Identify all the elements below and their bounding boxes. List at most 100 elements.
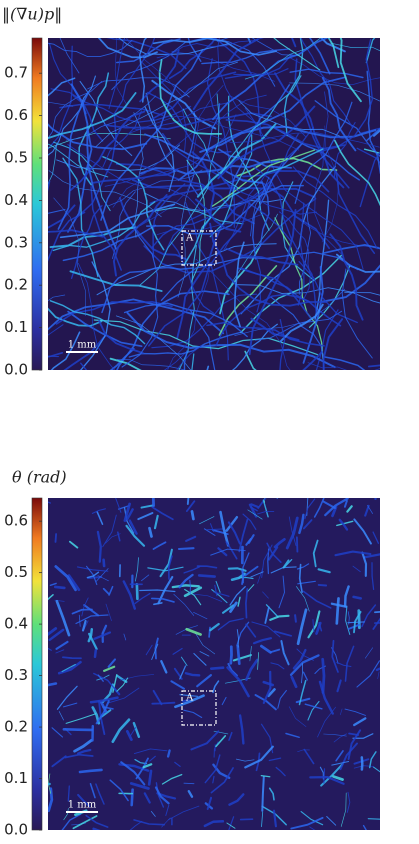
texture-stroke <box>210 767 234 794</box>
texture-stroke <box>70 83 117 250</box>
texture-stroke <box>62 702 78 708</box>
texture-stroke <box>216 38 300 57</box>
texture-stroke <box>288 516 297 547</box>
texture-stroke <box>102 558 106 568</box>
texture-stroke <box>321 657 326 694</box>
texture-stroke <box>155 782 165 808</box>
texture-stroke <box>122 580 137 610</box>
texture-stroke <box>367 504 373 514</box>
texture-stroke <box>353 518 372 545</box>
texture-stroke <box>153 602 163 606</box>
texture-stroke <box>126 38 183 97</box>
texture-stroke <box>63 808 69 821</box>
texture-stroke <box>206 796 213 810</box>
texture-stroke <box>117 531 121 542</box>
texture-stroke <box>314 91 342 255</box>
texture-stroke <box>120 674 155 681</box>
y-tick-label: 0.7 <box>4 64 28 82</box>
texture-stroke <box>77 793 91 807</box>
texture-stroke <box>48 594 54 601</box>
texture-stroke <box>221 696 227 706</box>
texture-stroke <box>336 661 352 668</box>
texture-stroke <box>252 142 303 260</box>
texture-stroke <box>179 665 187 680</box>
texture-stroke <box>233 241 245 328</box>
texture-stroke <box>50 88 192 123</box>
texture-stroke <box>114 38 127 104</box>
texture-stroke <box>251 621 281 638</box>
texture-stroke <box>250 571 264 578</box>
texture-stroke <box>227 213 278 294</box>
texture-stroke <box>151 79 217 130</box>
texture-stroke <box>330 42 380 52</box>
texture-stroke <box>185 201 229 361</box>
texture-stroke <box>48 682 58 687</box>
y-tick-label: 0.1 <box>4 318 28 336</box>
texture-stroke <box>228 793 245 806</box>
texture-stroke <box>203 820 225 828</box>
texture-stroke <box>151 506 174 521</box>
texture-stroke <box>125 524 146 547</box>
texture-stroke <box>108 169 203 207</box>
texture-stroke <box>274 217 324 360</box>
texture-stroke <box>120 761 146 786</box>
texture-stroke <box>49 582 57 587</box>
texture-stroke <box>282 559 290 569</box>
texture-stroke <box>102 514 117 548</box>
texture-stroke <box>190 730 220 751</box>
texture-stroke <box>115 315 192 370</box>
texture-stroke <box>276 498 279 499</box>
texture-stroke <box>85 565 98 586</box>
texture-stroke <box>332 775 344 781</box>
texture-stroke <box>93 631 112 640</box>
texture-stroke <box>199 516 215 525</box>
texture-stroke <box>57 91 90 230</box>
texture-stroke <box>95 700 110 725</box>
texture-stroke <box>298 563 303 594</box>
texture-stroke <box>333 733 347 743</box>
texture-stroke <box>89 783 96 799</box>
colorbar-title: ‖(∇u)p‖ <box>2 5 62 24</box>
colorbar <box>31 497 43 831</box>
texture-stroke <box>116 677 129 692</box>
texture-stroke <box>257 652 259 670</box>
texture-stroke <box>209 622 220 632</box>
texture-stroke <box>333 121 356 179</box>
y-tick-label: 0.5 <box>4 563 28 581</box>
texture-stroke <box>257 510 275 515</box>
texture-stroke <box>245 623 257 638</box>
texture-stroke <box>237 596 241 607</box>
texture-stroke <box>343 499 348 508</box>
texture-stroke <box>289 82 380 102</box>
texture-stroke <box>149 755 156 762</box>
texture-stroke <box>118 38 230 56</box>
y-tick-label: 0.6 <box>4 106 28 124</box>
y-tick-label: 0.4 <box>4 615 28 633</box>
texture-stroke <box>304 498 316 520</box>
scale-label: 1 mm <box>68 800 97 811</box>
texture-stroke <box>183 350 188 370</box>
texture-stroke <box>147 566 184 572</box>
texture-stroke <box>212 775 215 784</box>
texture-stroke <box>339 38 362 103</box>
texture-stroke <box>374 498 377 501</box>
texture-stroke <box>78 614 81 627</box>
texture-stroke <box>148 202 251 347</box>
texture-stroke <box>250 176 270 237</box>
texture-stroke <box>242 170 330 193</box>
texture-stroke <box>103 112 272 130</box>
texture-stroke <box>169 240 215 314</box>
texture-stroke <box>49 226 139 249</box>
texture-stroke <box>272 809 277 828</box>
texture-stroke <box>100 49 204 221</box>
texture-stroke <box>115 163 255 225</box>
texture-stroke <box>126 508 134 521</box>
y-tick-label: 0.3 <box>4 233 28 251</box>
texture-stroke <box>195 198 242 233</box>
texture-stroke <box>81 619 87 632</box>
texture-stroke <box>302 266 324 364</box>
texture-stroke <box>55 649 65 654</box>
texture-stroke <box>352 565 361 573</box>
texture-stroke <box>53 585 66 590</box>
texture-stroke <box>209 523 215 533</box>
